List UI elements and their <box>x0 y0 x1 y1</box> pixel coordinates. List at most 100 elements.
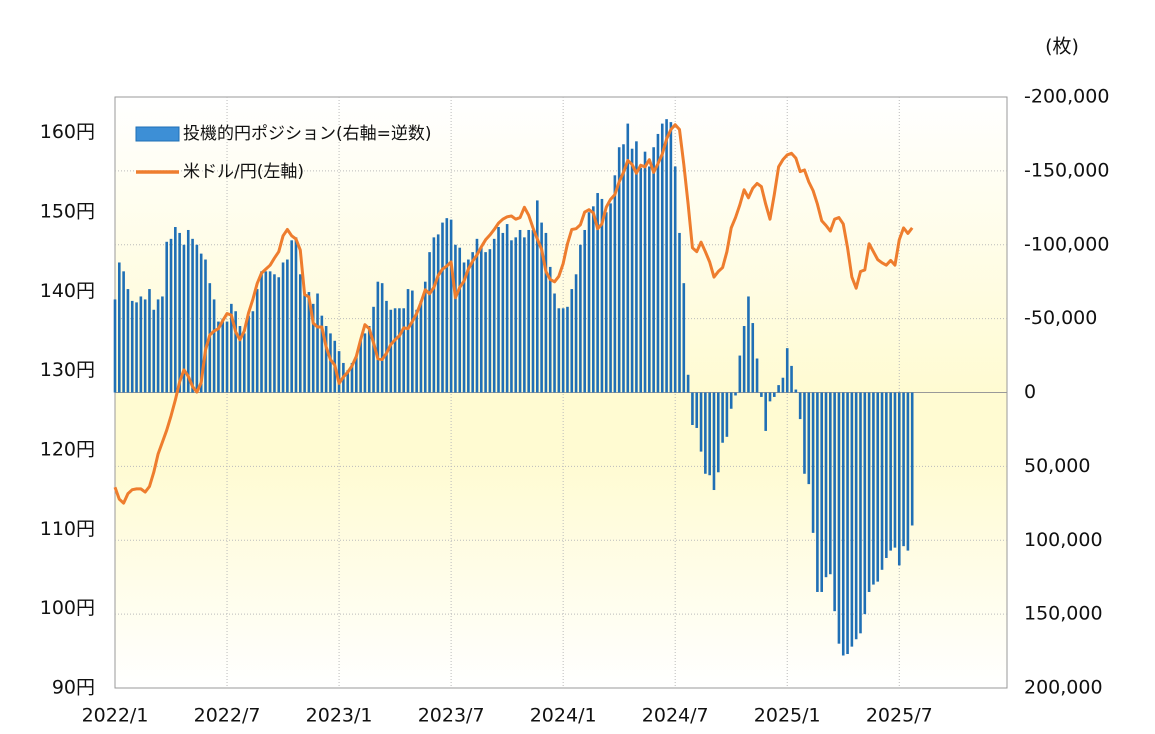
bar <box>428 252 431 393</box>
bar <box>186 229 190 393</box>
bar <box>234 311 237 393</box>
x-tick-label: 2022/1 <box>82 705 149 727</box>
bar <box>648 166 651 393</box>
x-tick-label: 2024/7 <box>642 705 709 727</box>
bar <box>230 303 233 393</box>
bar <box>561 308 565 393</box>
bar <box>367 326 371 393</box>
bar <box>639 167 643 393</box>
bar <box>742 326 746 393</box>
bar <box>544 232 548 393</box>
bar <box>695 392 699 428</box>
bar <box>751 323 755 393</box>
bar <box>135 302 138 393</box>
bar <box>807 392 811 485</box>
bar <box>566 306 569 393</box>
bar <box>673 166 677 393</box>
bar <box>462 262 466 393</box>
bar <box>432 237 436 393</box>
bar <box>635 141 638 393</box>
bar <box>600 198 604 393</box>
bar <box>126 289 130 393</box>
bar <box>669 122 673 393</box>
bar <box>298 274 302 393</box>
y2-tick-label: -100,000 <box>1024 233 1109 255</box>
bar <box>161 296 164 393</box>
bar <box>441 222 444 393</box>
bar <box>579 244 582 393</box>
x-tick-label: 2022/7 <box>194 705 261 727</box>
x-tick-label: 2023/1 <box>306 705 373 727</box>
bar <box>863 392 867 615</box>
bar <box>738 355 742 393</box>
bar <box>281 262 285 393</box>
bar <box>721 392 724 443</box>
bar <box>523 237 526 393</box>
y2-tick-label: 100,000 <box>1024 529 1103 551</box>
bar <box>316 293 319 393</box>
bar <box>268 271 272 393</box>
bar <box>501 232 505 393</box>
bar <box>199 253 203 393</box>
bar <box>204 259 207 393</box>
bar <box>859 392 862 634</box>
bar <box>652 147 655 393</box>
bar <box>350 362 354 393</box>
bar <box>497 227 500 393</box>
bar <box>346 370 349 393</box>
bar <box>768 392 772 402</box>
bar <box>238 326 242 393</box>
bar <box>389 309 393 393</box>
bar <box>699 392 703 452</box>
bar <box>139 296 143 393</box>
bar <box>143 299 147 393</box>
bar <box>760 392 763 397</box>
bar <box>617 147 621 393</box>
bar <box>798 392 802 420</box>
bar <box>678 232 681 393</box>
bar <box>725 392 729 437</box>
bar <box>729 392 733 409</box>
bar <box>118 262 121 393</box>
bar <box>656 133 660 393</box>
bar <box>592 206 595 393</box>
y2-tick-label: 150,000 <box>1024 603 1103 625</box>
bar <box>867 392 871 592</box>
bar <box>660 123 664 393</box>
bar <box>829 392 832 575</box>
bar <box>820 392 824 592</box>
bar <box>876 392 880 582</box>
bar <box>449 219 453 393</box>
bar <box>626 123 630 393</box>
bar <box>484 252 487 393</box>
bar <box>833 392 836 612</box>
bar <box>492 238 496 393</box>
bar <box>152 309 156 393</box>
bar <box>773 392 776 397</box>
bar <box>781 377 785 393</box>
bar <box>156 299 160 393</box>
bar <box>355 355 358 393</box>
bar <box>113 299 117 393</box>
bar <box>277 277 281 393</box>
bar <box>811 392 815 533</box>
bar <box>294 237 298 393</box>
bar <box>747 296 750 393</box>
bar <box>514 237 518 393</box>
legend-label: 米ドル/円(左軸) <box>183 162 304 182</box>
bar <box>195 244 199 393</box>
y2-tick-label: -50,000 <box>1024 307 1097 329</box>
y-tick-label: 90円 <box>52 677 95 699</box>
bar <box>665 119 668 393</box>
bar <box>182 244 186 393</box>
bar <box>169 238 173 393</box>
y-tick-label: 110円 <box>40 518 95 540</box>
bar <box>359 340 362 393</box>
bar <box>393 308 397 393</box>
bar <box>574 274 578 393</box>
bar <box>764 392 767 431</box>
y-tick-label: 160円 <box>40 121 95 143</box>
bar <box>613 175 617 393</box>
bar <box>850 392 854 647</box>
